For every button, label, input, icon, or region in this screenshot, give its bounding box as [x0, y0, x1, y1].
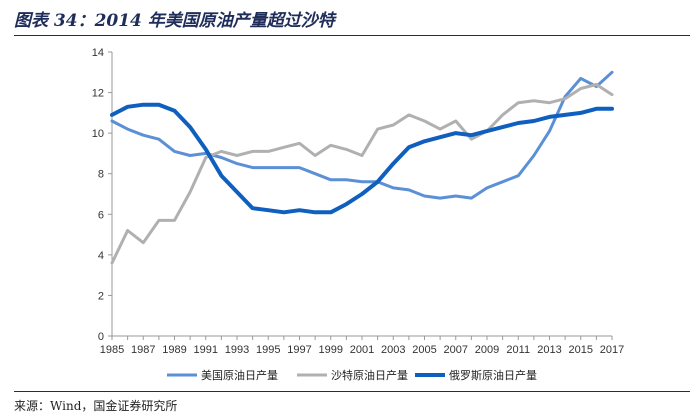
series-group [110, 70, 614, 265]
x-tick-label: 1991 [194, 344, 218, 356]
legend-label-0: 美国原油日产量 [201, 368, 278, 382]
x-tick-label: 2011 [506, 344, 530, 356]
y-tick-label: 0 [98, 331, 104, 343]
x-tick-label: 1997 [287, 344, 311, 356]
x-tick-label: 1987 [131, 344, 155, 356]
x-tick-label: 2009 [475, 344, 499, 356]
chart-title: 图表 34：2014 年美国原油产量超过沙特 [14, 11, 335, 31]
title-bar: 图表 34：2014 年美国原油产量超过沙特 [0, 0, 700, 34]
source-divider [14, 391, 690, 392]
x-tick-label: 2017 [600, 344, 624, 356]
line-chart: 0 2 4 6 8 10 12 14 1985 1987 1989 1991 1993 1995 1997… [92, 47, 624, 382]
title-divider [14, 35, 690, 36]
x-tick-label: 2001 [350, 344, 374, 356]
x-tick-label: 2013 [537, 344, 561, 356]
series-line-1 [110, 83, 614, 265]
legend-label-1: 沙特原油日产量 [331, 368, 408, 382]
y-tick-label: 10 [92, 128, 104, 140]
x-tick-label: 1989 [162, 344, 186, 356]
x-tick-label: 1985 [100, 344, 124, 356]
x-tick-label: 2005 [412, 344, 436, 356]
series-line-0 [110, 70, 614, 200]
y-tick-label: 14 [92, 47, 104, 59]
x-tick-label: 2003 [381, 344, 405, 356]
x-tick-label: 2007 [444, 344, 468, 356]
x-tick-group: 1985 1987 1989 1991 1993 1995 1997 1999 2001 2003… [100, 336, 624, 356]
y-tick-label: 4 [98, 250, 104, 262]
x-tick-label: 2015 [569, 344, 593, 356]
y-tick-group: 0 2 4 6 8 10 12 14 [92, 47, 112, 343]
y-tick-label: 2 [98, 290, 104, 302]
legend: 美国原油日产量 沙特原油日产量 俄罗斯原油日产量 [167, 368, 537, 382]
y-tick-label: 12 [92, 88, 104, 100]
legend-label-2: 俄罗斯原油日产量 [449, 368, 537, 382]
x-tick-label: 1999 [319, 344, 343, 356]
y-tick-label: 6 [98, 209, 104, 221]
source-note: 来源：Wind，国金证券研究所 [14, 399, 178, 413]
x-tick-label: 1993 [225, 344, 249, 356]
x-tick-label: 1995 [256, 344, 280, 356]
series-line-2 [110, 102, 614, 215]
y-tick-label: 8 [98, 169, 104, 181]
